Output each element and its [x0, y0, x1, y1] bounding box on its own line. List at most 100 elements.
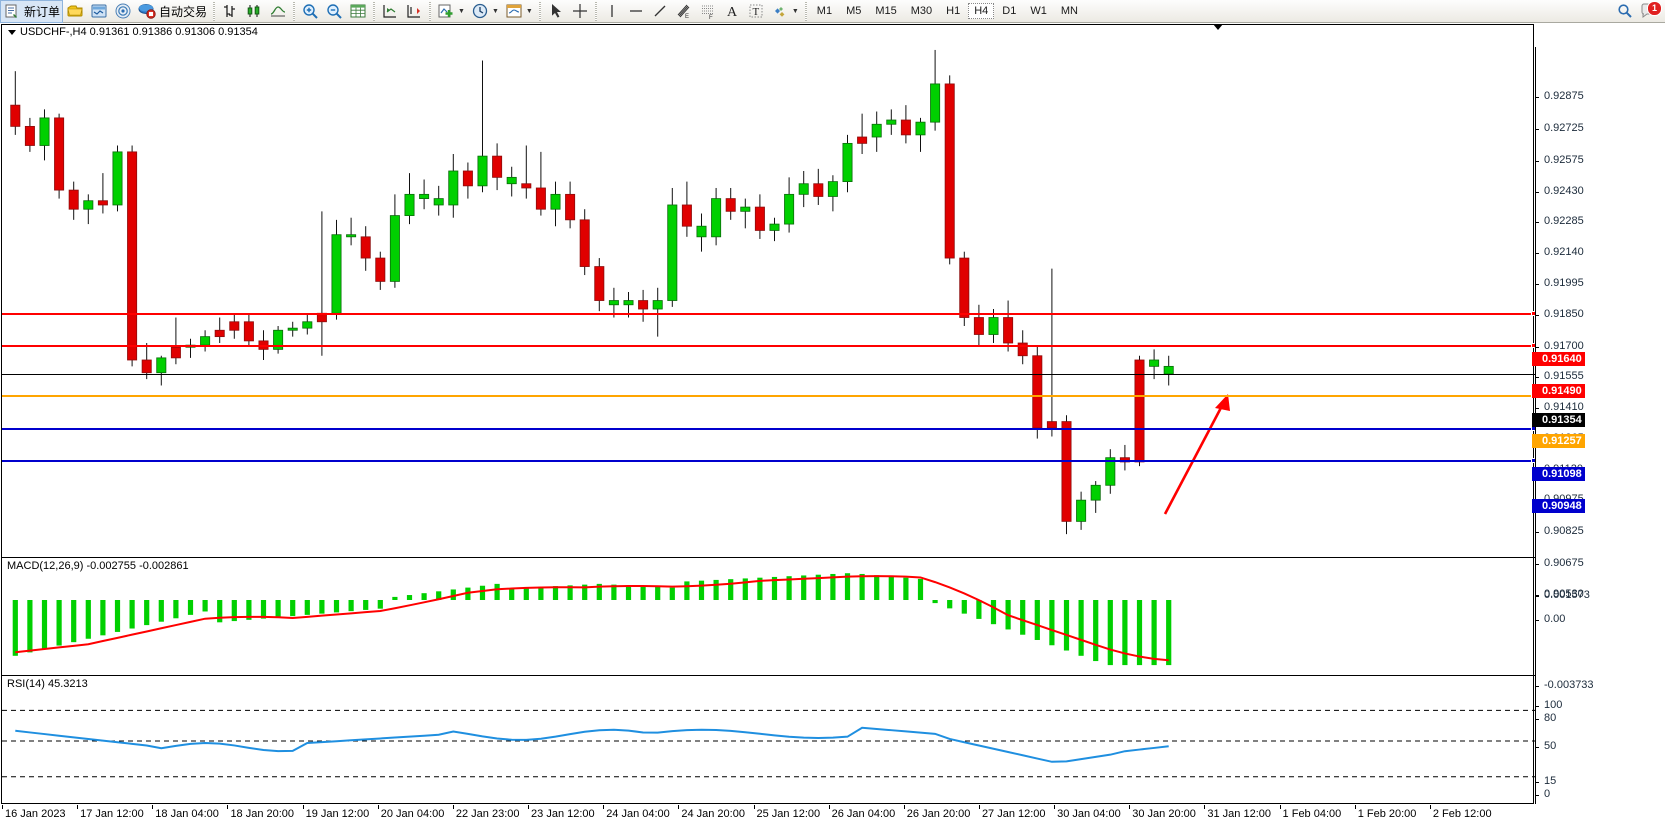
- price-axis[interactable]: 0.92875 0.92725 0.92575 0.92430 0.92285 0.921…: [1532, 47, 1665, 804]
- time-tick-mark: [2, 805, 3, 809]
- chevron-down-icon[interactable]: ▼: [458, 7, 465, 15]
- macd-histogram-bar: [319, 600, 325, 614]
- price-tick: 0.91700: [1535, 340, 1584, 352]
- shapes-tool-button[interactable]: ▼: [768, 1, 802, 22]
- price-level-tag[interactable]: 0.90948: [1532, 499, 1585, 514]
- candle-body: [798, 183, 809, 195]
- indicators-button[interactable]: ▼: [434, 1, 468, 22]
- fibonacci-tool-button[interactable]: F: [696, 1, 720, 22]
- timeframe-w1[interactable]: W1: [1030, 5, 1047, 17]
- price-tick: 0.91410: [1535, 401, 1584, 413]
- text-icon: A: [723, 2, 741, 20]
- line-chart-button[interactable]: [266, 1, 290, 22]
- macd-histogram-bar: [290, 600, 296, 617]
- price-level-line[interactable]: [2, 458, 1535, 464]
- price-level-line[interactable]: [2, 343, 1535, 349]
- price-level-tag[interactable]: 0.91354: [1532, 413, 1585, 427]
- expert-advisors-button[interactable]: [63, 1, 87, 22]
- price-tick: 0.90825: [1535, 525, 1584, 537]
- notifications-button[interactable]: 1: [1637, 0, 1662, 22]
- candle-body: [506, 176, 517, 185]
- macd-histogram-bar: [217, 600, 223, 623]
- auto-trading-icon: [138, 2, 156, 20]
- candle-body: [24, 125, 35, 146]
- timeframe-mn[interactable]: MN: [1060, 5, 1078, 17]
- macd-histogram-bar: [377, 600, 383, 609]
- time-label: 17 Jan 12:00: [80, 808, 144, 820]
- timeframe-m30[interactable]: M30: [910, 5, 933, 17]
- price-level-tag[interactable]: 0.91640: [1532, 352, 1585, 367]
- timeframe-d1[interactable]: D1: [1002, 5, 1017, 17]
- bar-chart-button[interactable]: [218, 1, 242, 22]
- macd-histogram-bar: [1078, 600, 1084, 656]
- text-label-tool-button[interactable]: T: [744, 1, 768, 22]
- search-button[interactable]: [1613, 1, 1637, 22]
- chart-shift-button[interactable]: [402, 1, 426, 22]
- timeframe-m5[interactable]: M5: [846, 5, 862, 17]
- macd-histogram-bar: [392, 596, 398, 600]
- time-label: 31 Jan 12:00: [1207, 808, 1272, 820]
- macd-histogram-bar: [304, 600, 310, 615]
- candlestick-chart-button[interactable]: [242, 1, 266, 22]
- new-order-button[interactable]: 新订单: [0, 0, 64, 23]
- shapes-icon: [771, 2, 789, 20]
- chart-dropdown-marker[interactable]: [1213, 24, 1223, 30]
- chevron-down-icon[interactable]: ▼: [791, 7, 799, 15]
- candle-body: [68, 189, 79, 210]
- collapse-triangle-icon[interactable]: [8, 29, 16, 35]
- period-button[interactable]: ▼: [468, 1, 502, 22]
- zoom-out-button[interactable]: [322, 1, 346, 22]
- price-level-line[interactable]: [2, 374, 1535, 375]
- macd-pane[interactable]: MACD(12,26,9) -0.002755 -0.002861: [2, 557, 1535, 674]
- data-window-button[interactable]: [346, 1, 370, 22]
- timeframe-h1[interactable]: H1: [946, 5, 961, 17]
- cursor-tool-button[interactable]: [544, 1, 568, 22]
- auto-scroll-button[interactable]: [378, 1, 402, 22]
- price-level-tag[interactable]: 0.91257: [1532, 433, 1585, 448]
- horizontal-line-tool-button[interactable]: [624, 1, 648, 22]
- chevron-down-icon[interactable]: ▼: [525, 7, 533, 15]
- rsi-pane[interactable]: RSI(14) 45.3213: [2, 675, 1535, 803]
- macd-histogram-bar: [1136, 600, 1143, 666]
- time-label: 25 Jan 12:00: [756, 808, 821, 820]
- timeframe-m15[interactable]: M15: [875, 5, 897, 17]
- auto-trading-button[interactable]: 自动交易: [135, 1, 210, 22]
- chart-area[interactable]: MACD(12,26,9) -0.002755 -0.002861 RSI(14…: [0, 23, 1665, 835]
- level-handle[interactable]: [1531, 458, 1535, 464]
- rsi-line: [15, 726, 1169, 763]
- bullish-trend-arrow[interactable]: [1163, 394, 1230, 515]
- chevron-down-icon[interactable]: ▼: [491, 7, 499, 15]
- text-tool-button[interactable]: A: [720, 1, 744, 22]
- candle-body: [959, 257, 970, 318]
- rsi-tick: 0: [1534, 788, 1550, 800]
- fibonacci-icon: F: [699, 2, 717, 20]
- price-level-tag[interactable]: 0.91098: [1532, 467, 1585, 482]
- macd-histogram-bar: [757, 577, 763, 600]
- zoom-in-button[interactable]: [298, 1, 322, 22]
- level-handle[interactable]: [1531, 343, 1535, 349]
- price-pane[interactable]: [2, 25, 1535, 556]
- equidistant-channel-button[interactable]: E: [672, 1, 696, 22]
- trendline-tool-button[interactable]: [648, 1, 672, 22]
- market-watch-button[interactable]: [87, 1, 111, 22]
- price-level-tag[interactable]: 0.91490: [1532, 384, 1585, 399]
- candle-body: [608, 300, 619, 306]
- candle-body: [667, 204, 678, 301]
- templates-button[interactable]: ▼: [502, 1, 536, 22]
- timeframe-m1[interactable]: M1: [816, 5, 833, 17]
- macd-histogram-bar: [698, 580, 705, 600]
- price-level-line[interactable]: [2, 392, 1535, 398]
- crosshair-tool-button[interactable]: [568, 1, 592, 22]
- signals-button[interactable]: [111, 1, 135, 22]
- notification-badge: 1: [1647, 0, 1662, 16]
- price-level-line[interactable]: [2, 311, 1535, 317]
- price-level-line[interactable]: [2, 426, 1535, 432]
- macd-histogram-bar: [85, 600, 91, 639]
- level-handle[interactable]: [1531, 311, 1535, 317]
- candle-body: [10, 104, 21, 127]
- timeframe-h4[interactable]: H4: [968, 3, 995, 19]
- time-tick-mark: [377, 805, 379, 809]
- macd-histogram-bar: [406, 595, 413, 600]
- vertical-line-tool-button[interactable]: [600, 1, 624, 22]
- macd-histogram-bar: [275, 600, 281, 618]
